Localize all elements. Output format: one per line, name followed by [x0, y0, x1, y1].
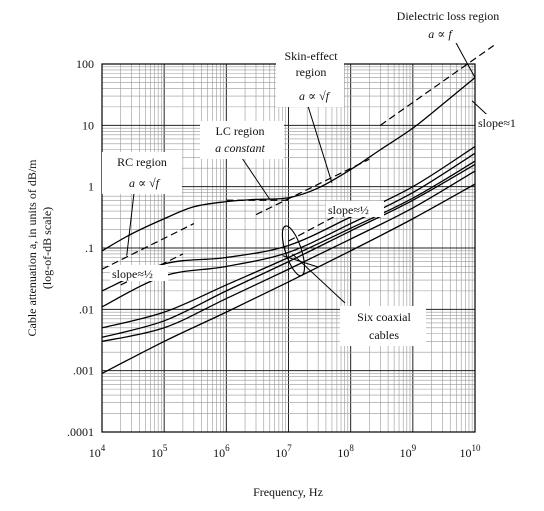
dielectric-region-label: Dielectric loss region: [397, 9, 500, 23]
label-bg: [110, 265, 168, 281]
y-tick-label: 1: [88, 180, 94, 194]
x-tick-label: 107: [275, 443, 292, 460]
asymptote-line-asymptote-skin: [255, 158, 370, 216]
x-tick-label: 108: [337, 443, 354, 460]
slope-half-label-upper: slope≈½: [328, 203, 369, 217]
six-coax-leader-line: [291, 253, 346, 304]
grid: [101, 64, 475, 433]
y-tick-label: .01: [79, 302, 94, 316]
y-axis-title-line2: (log-of-dB scale): [40, 207, 54, 289]
slope-half-label-lower: slope≈½: [112, 267, 153, 281]
six-coax-label-2: cables: [369, 328, 399, 342]
x-tick-labels: 104 105 106 107 108 109 1010: [89, 443, 481, 460]
coax-group-ellipse: [281, 225, 306, 277]
dielectric-leader-line: [454, 40, 476, 78]
label-bg: [200, 121, 284, 159]
slope-1-label: slope≈1: [478, 116, 516, 130]
x-tick-label: 106: [213, 443, 230, 460]
series-line-coax-6: [101, 183, 476, 375]
asymptote-line-asymptote-rc: [101, 223, 195, 270]
x-axis-title: Frequency, Hz: [253, 485, 323, 499]
six-coax-label-1: Six coaxial: [357, 310, 411, 324]
label-bg: [326, 201, 384, 217]
y-tick-labels: 100 10 1 .1 .01 .001 .0001: [67, 57, 94, 439]
y-tick-label: 100: [76, 57, 94, 71]
y-tick-label: .001: [73, 364, 94, 378]
x-tick-label: 105: [151, 443, 168, 460]
x-tick-label: 109: [400, 443, 417, 460]
series-line-coax-5: [101, 170, 476, 343]
label-bg: [276, 45, 344, 107]
skin-effect-label-1: Skin-effect: [284, 49, 338, 63]
lc-region-label: LC region: [216, 124, 265, 138]
x-tick-label: 104: [89, 443, 106, 460]
series-group: [101, 45, 495, 375]
label-bg: [370, 5, 530, 43]
asymptote-line-asymptote-dielectric: [379, 45, 495, 126]
coax-ellipse-leader-line: [282, 255, 319, 268]
y-tick-label: 10: [82, 118, 94, 132]
y-axis-title-line1: Cable attenuation a, in units of dB/m: [25, 159, 39, 337]
y-tick-label: .1: [85, 241, 94, 255]
label-bg: [102, 152, 182, 194]
skin-effect-formula: a ∝ √f: [299, 89, 331, 103]
rc-region-leader-line: [126, 192, 135, 256]
dielectric-formula: a ∝ f: [428, 27, 453, 41]
skin-effect-leader-line: [307, 105, 333, 184]
label-bg: [476, 114, 536, 130]
lc-region-formula: a constant: [215, 141, 265, 155]
rc-region-formula: a ∝ √f: [129, 176, 161, 190]
label-bg: [340, 306, 426, 346]
y-tick-label: .0001: [67, 425, 94, 439]
x-tick-label: 1010: [460, 443, 482, 460]
skin-effect-label-2: region: [296, 65, 327, 79]
lc-region-leader-line: [241, 157, 271, 200]
rc-region-label: RC region: [117, 155, 167, 169]
series-line-main-cable: [101, 77, 476, 252]
